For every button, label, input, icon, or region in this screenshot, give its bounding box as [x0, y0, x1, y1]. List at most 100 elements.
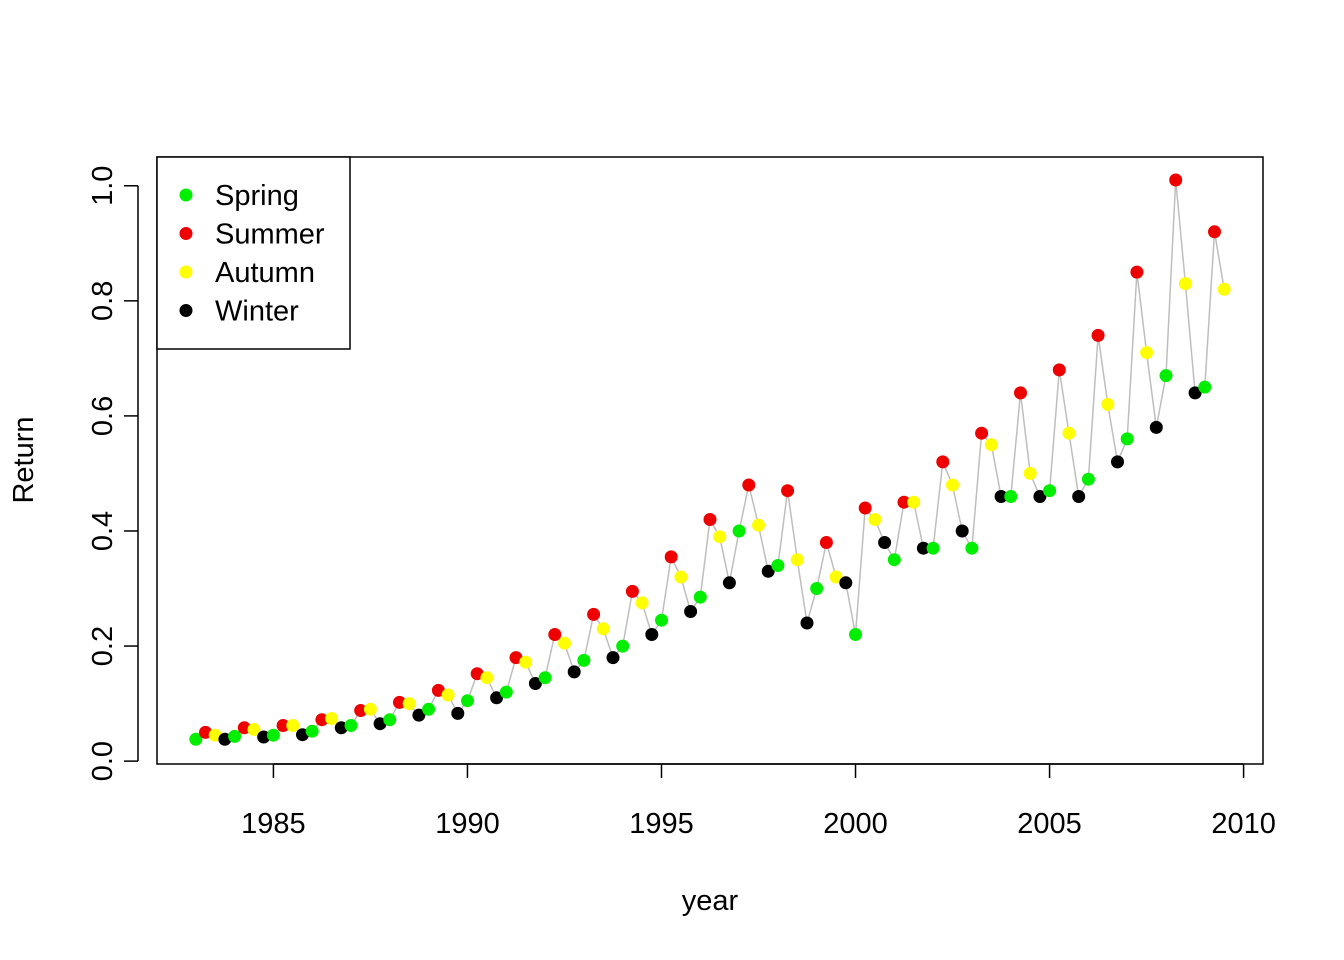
point-spring	[461, 694, 474, 708]
legend: Spring Summer Autumn Winter	[156, 156, 351, 350]
point-winter	[451, 706, 465, 720]
x-tick-label: 1995	[629, 808, 694, 840]
point-autumn	[829, 570, 843, 584]
data-points	[189, 173, 1231, 746]
legend-marker-autumn	[179, 265, 193, 279]
point-autumn	[790, 553, 804, 567]
point-summer	[393, 695, 406, 709]
point-winter	[839, 576, 853, 590]
point-summer	[1169, 173, 1183, 187]
point-winter	[606, 651, 620, 665]
point-autumn	[984, 438, 998, 452]
point-autumn	[402, 697, 416, 711]
point-autumn	[480, 671, 494, 685]
point-summer	[1014, 386, 1027, 400]
point-winter	[955, 524, 969, 538]
point-spring	[810, 582, 824, 595]
y-tick-label: 0.0	[87, 741, 119, 781]
point-spring	[655, 613, 668, 627]
point-autumn	[713, 530, 727, 544]
point-autumn	[907, 495, 921, 509]
point-summer	[431, 683, 445, 697]
point-autumn	[1062, 426, 1076, 440]
point-summer	[936, 455, 950, 469]
point-spring	[1159, 369, 1173, 383]
y-tick-label: 0.6	[87, 396, 119, 436]
point-summer	[858, 501, 872, 515]
point-winter	[334, 721, 348, 735]
point-winter	[1111, 455, 1124, 469]
point-summer	[276, 719, 290, 732]
point-autumn	[1178, 277, 1192, 291]
y-tick-label: 0.8	[87, 281, 119, 321]
point-autumn	[1140, 346, 1154, 360]
point-autumn	[519, 655, 533, 669]
y-tick-label: 0.2	[87, 626, 119, 666]
x-tick-label: 1990	[435, 808, 500, 840]
y-tick-label: 0.4	[87, 511, 119, 551]
point-spring	[965, 541, 979, 555]
legend-marker-summer	[179, 227, 193, 240]
point-summer	[1208, 225, 1221, 239]
point-spring	[344, 719, 358, 732]
x-axis-label: year	[682, 885, 739, 917]
y-axis: 0.0 0.2 0.4 0.6 0.8 1.0	[87, 166, 139, 781]
point-spring	[189, 732, 203, 746]
point-spring	[1198, 380, 1212, 394]
point-autumn	[635, 596, 649, 610]
point-summer	[354, 704, 368, 717]
point-winter	[800, 616, 814, 630]
point-summer	[1091, 328, 1105, 342]
point-summer	[625, 584, 639, 598]
point-summer	[897, 495, 911, 509]
point-spring	[1081, 472, 1095, 486]
point-autumn	[1023, 466, 1037, 480]
point-spring	[383, 713, 397, 727]
point-summer	[587, 607, 601, 621]
legend-marker-spring	[179, 188, 193, 202]
point-autumn	[1217, 282, 1231, 296]
point-summer	[975, 426, 989, 440]
point-autumn	[286, 719, 300, 732]
point-spring	[693, 590, 707, 604]
point-spring	[616, 639, 630, 653]
point-spring	[577, 653, 591, 667]
point-autumn	[868, 513, 882, 526]
point-summer	[237, 721, 251, 735]
legend-label-winter: Winter	[215, 296, 299, 328]
x-axis: 1985 1990 1995 2000 2005 2010	[241, 763, 1276, 840]
point-winter	[1149, 420, 1163, 434]
point-winter	[567, 665, 581, 679]
point-spring	[1004, 490, 1018, 503]
point-autumn	[596, 622, 610, 636]
point-spring	[422, 702, 436, 716]
point-winter	[994, 490, 1008, 503]
y-tick-label: 1.0	[87, 166, 119, 206]
point-summer	[548, 628, 562, 641]
x-tick-label: 2010	[1211, 808, 1276, 840]
legend-box	[156, 156, 351, 350]
point-summer	[1052, 363, 1066, 377]
legend-marker-winter	[179, 304, 193, 317]
point-winter	[761, 564, 775, 578]
point-autumn	[752, 518, 765, 532]
point-spring	[305, 724, 319, 738]
point-winter	[1033, 490, 1047, 503]
point-autumn	[558, 636, 571, 650]
point-spring	[887, 553, 901, 567]
point-summer	[664, 550, 678, 564]
point-spring	[732, 524, 746, 538]
point-spring	[926, 541, 940, 555]
point-spring	[499, 685, 513, 699]
y-axis-label: Return	[8, 416, 40, 503]
point-spring	[266, 728, 280, 742]
point-winter	[722, 576, 736, 590]
x-tick-label: 2005	[1017, 808, 1082, 840]
legend-label-autumn: Autumn	[215, 257, 315, 289]
point-spring	[228, 729, 242, 743]
point-spring	[538, 671, 552, 685]
point-winter	[684, 605, 698, 618]
point-summer	[781, 484, 795, 498]
point-winter	[490, 691, 504, 705]
